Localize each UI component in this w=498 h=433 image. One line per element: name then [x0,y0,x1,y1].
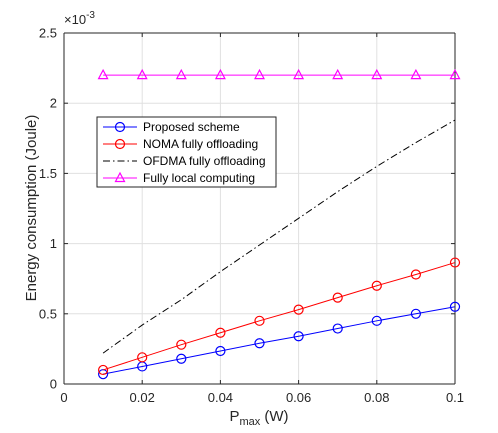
series-layer [97,68,461,380]
y-tick-label: 1 [50,236,57,251]
exponent-base: ×10 [64,12,86,27]
series-line [102,119,456,354]
y-tick-label: 0 [50,377,57,392]
x-label-sub: max [239,416,260,428]
marker-triangle [371,68,383,80]
legend-label: Fully local computing [143,171,255,185]
x-label-main: P [229,408,239,425]
marker-triangle [254,68,265,80]
ticks: 0 0.02 0.04 0.06 0.08 0.1 0 0.5 1 1.5 2 2.5 [39,26,464,406]
series-fully-local-computing [97,68,461,80]
marker-circle [176,353,187,364]
marker-circle [371,315,382,326]
marker-triangle [332,68,344,80]
x-tick-label: 0.06 [286,390,311,405]
y-exponent: ×10-3 [64,10,95,27]
marker-triangle [293,68,305,80]
marker-circle [332,323,343,334]
marker-triangle [114,171,126,183]
legend-item: OFDMA fully offloading [103,154,266,168]
marker-circle [449,301,461,312]
legend-box [96,116,277,188]
marker-circle [97,364,109,376]
series-line [103,306,456,375]
legend-label: NOMA fully offloading [143,137,258,151]
y-tick-label: 0.5 [39,306,57,321]
x-tick-label: 0.1 [446,390,464,405]
plot-area [64,33,455,384]
legend-item: Proposed scheme [103,120,240,134]
legend-label: OFDMA fully offloading [143,154,266,168]
series-ofdma-fully-offloading [102,119,456,354]
series-noma-fully-offloading [97,257,461,376]
marker-triangle [449,68,461,80]
legend: Proposed scheme NOMA fully offloading OFDM… [96,116,277,188]
marker-circle [449,257,461,268]
axes [63,32,456,385]
y-axis-label: Energy consumption (Joule) [23,115,40,302]
x-tick-label: 0.04 [208,390,233,405]
legend-label: Proposed scheme [143,120,240,134]
series-line [102,262,456,371]
y-tick-label: 2.5 [39,26,57,41]
legend-item: Fully local computing [103,171,255,185]
marker-circle [114,121,126,133]
marker-circle [371,280,382,291]
marker-triangle [214,68,226,80]
marker-circle [215,345,226,357]
marker-triangle [175,68,187,80]
exponent-power: -3 [86,10,95,21]
y-tick-label: 2 [50,96,57,111]
marker-circle [254,338,265,349]
marker-circle [215,327,226,338]
x-tick-label: 0 [60,390,67,405]
y-tick-label: 1.5 [39,166,57,181]
legend-item: NOMA fully offloading [103,137,258,151]
marker-circle [254,315,265,326]
marker-circle [410,308,421,319]
x-tick-label: 0.08 [364,390,389,405]
marker-triangle [136,68,148,80]
marker-circle [176,339,187,350]
marker-circle [293,304,304,315]
marker-circle [410,269,421,280]
marker-circle [293,331,304,342]
marker-circle [114,138,126,150]
marker-triangle [97,68,109,80]
marker-triangle [410,68,422,80]
marker-circle [332,292,343,303]
x-label-unit: (W) [260,408,288,425]
x-axis-label: Pmax (W) [229,408,288,428]
series-proposed-scheme [97,301,461,380]
x-tick-label: 0.02 [130,390,155,405]
marker-circle [137,352,148,363]
